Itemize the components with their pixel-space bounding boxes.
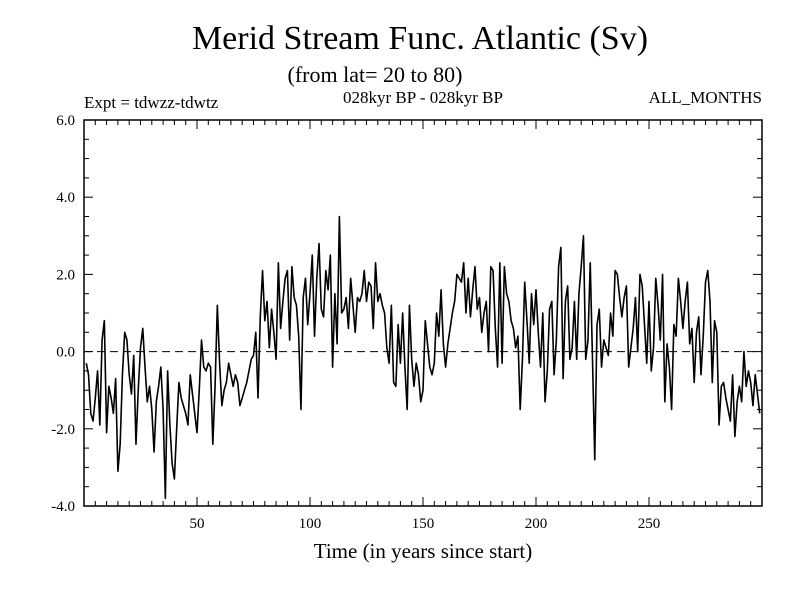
header-months: ALL_MONTHS [649, 88, 762, 107]
header-period: 028kyr BP - 028kyr BP [343, 88, 503, 107]
header-experiment: Expt = tdwzz-tdwtz [84, 93, 219, 112]
series-polyline [85, 215, 761, 500]
y-tick-label: 2.0 [56, 267, 75, 283]
x-tick-label: 200 [525, 516, 548, 532]
y-tick-label: -2.0 [51, 422, 75, 438]
x-tick-label: 150 [412, 516, 435, 532]
x-axis: 50 100 150 200 250 [94, 120, 752, 532]
x-tick-label: 100 [299, 516, 322, 532]
plot-frame [83, 119, 763, 507]
y-tick-label: 0.0 [56, 345, 75, 361]
y-axis: -4.0 -2.0 0.0 2.0 4.0 6.0 [51, 113, 762, 515]
x-tick-label: 50 [190, 516, 205, 532]
y-tick-label: -4.0 [51, 499, 75, 515]
y-tick-label: 6.0 [56, 113, 75, 129]
series-line [85, 215, 761, 500]
y-tick-label: 4.0 [56, 190, 75, 206]
x-tick-label: 250 [638, 516, 661, 532]
chart-subtitle: (from lat= 20 to 80) [288, 62, 463, 87]
chart-title: Merid Stream Func. Atlantic (Sv) [192, 20, 648, 57]
x-axis-label: Time (in years since start) [314, 539, 533, 563]
